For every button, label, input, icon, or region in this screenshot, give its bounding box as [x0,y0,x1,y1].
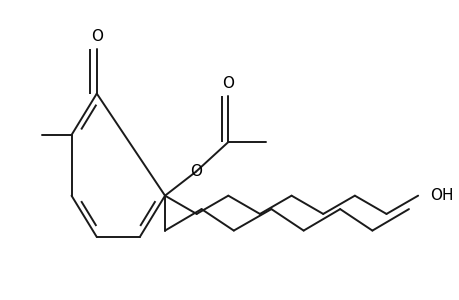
Text: OH: OH [429,188,453,203]
Text: O: O [222,76,234,91]
Text: O: O [90,28,102,44]
Text: O: O [190,164,202,179]
